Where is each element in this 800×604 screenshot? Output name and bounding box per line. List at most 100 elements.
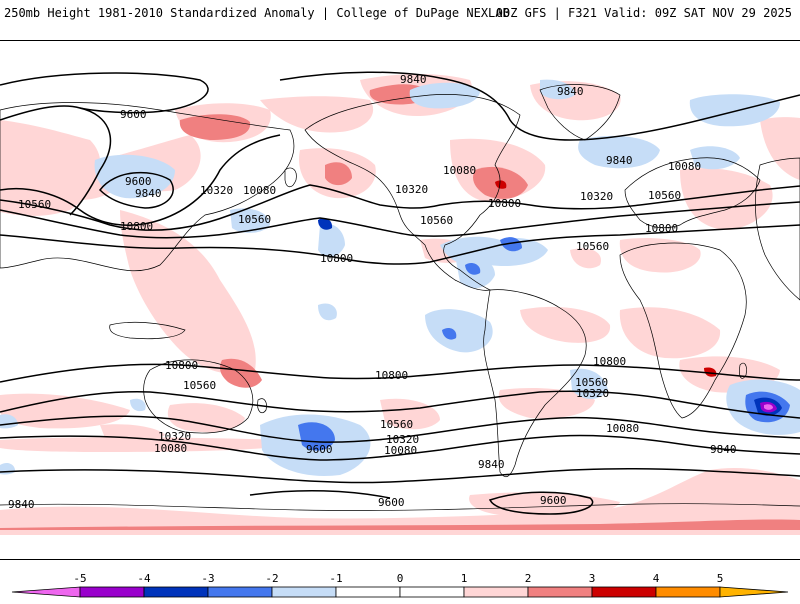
height-contours <box>0 71 800 515</box>
colorbar-tick-label: 1 <box>461 572 468 585</box>
contour-label: 10560 <box>575 376 608 389</box>
colorbar-min-arrow <box>11 586 81 598</box>
contour-label: 10800 <box>488 197 521 210</box>
model-run-info: 00Z GFS | F321 Valid: 09Z SAT NOV 29 202… <box>495 6 792 20</box>
contour-9600-south <box>488 491 594 515</box>
africa-outline <box>619 242 747 419</box>
contour-label: 10560 <box>18 198 51 211</box>
madagascar-outline <box>739 362 747 379</box>
contour-label: 10800 <box>375 369 408 382</box>
colorbar-segment-pos4 <box>655 586 721 598</box>
contour-label: 10320 <box>386 433 419 446</box>
contour-label: 9840 <box>710 443 737 456</box>
contour-9600-asia <box>0 72 209 114</box>
contour-label: 10560 <box>648 189 681 202</box>
colorbar-tick-label: 3 <box>589 572 596 585</box>
contour-label: 9600 <box>306 443 333 456</box>
colorbar-svg: -5 -4 -3 -2 -1 0 1 2 3 4 5 <box>11 572 789 598</box>
contour-label: 9600 <box>120 108 147 121</box>
indonesia-outline <box>109 321 186 340</box>
colorbar-tick-label: 5 <box>717 572 724 585</box>
colorbar-segment-neg3 <box>143 586 209 598</box>
contour-label: 10560 <box>576 240 609 253</box>
contour-9840-south <box>0 467 800 484</box>
contour-label: 10080 <box>154 442 187 455</box>
contour-10800-south <box>0 363 800 383</box>
contour-label: 10080 <box>606 422 639 435</box>
contour-label: 10320 <box>158 430 191 443</box>
contour-label: 10320 <box>395 183 428 196</box>
colorbar-tick-label: -1 <box>329 572 342 585</box>
contour-label: 10080 <box>243 184 276 197</box>
map-panel: 9840 9840 9600 9600 9840 10320 10080 105… <box>0 40 800 560</box>
contour-label: 10800 <box>593 355 626 368</box>
asia-east-outline <box>755 157 800 301</box>
contour-10560 <box>0 201 800 239</box>
new-zealand-outline <box>257 398 267 414</box>
contour-label: 10800 <box>645 222 678 235</box>
contour-10320-south <box>0 415 800 443</box>
map-canvas: 9840 9840 9600 9600 9840 10320 10080 105… <box>0 40 800 560</box>
colorbar-segment-zero-neg <box>335 586 401 598</box>
continent-outlines <box>0 84 800 511</box>
contour-label: 10320 <box>200 184 233 197</box>
contour-label: 10800 <box>320 252 353 265</box>
contour-label: 9840 <box>557 85 584 98</box>
contour-9840-northern <box>279 71 800 141</box>
contour-label: 10800 <box>165 359 198 372</box>
contour-label: 9600 <box>125 175 152 188</box>
contour-9600-southern-west <box>249 489 391 499</box>
south-america-outline <box>483 289 587 478</box>
contour-label: 9840 <box>606 154 633 167</box>
contour-label: 9840 <box>135 187 162 200</box>
contour-label: 9600 <box>540 494 567 507</box>
contour-9840-north <box>0 105 111 216</box>
japan-outline <box>284 167 297 188</box>
colorbar-segment-pos3 <box>591 586 657 598</box>
contour-10320 <box>0 184 800 231</box>
colorbar-tick-label: -5 <box>73 572 86 585</box>
asia-outline <box>0 102 295 272</box>
contour-label: 10560 <box>420 214 453 227</box>
colorbar-tick-label: 4 <box>653 572 660 585</box>
contour-label: 10800 <box>120 220 153 233</box>
contour-10560-south <box>0 390 800 419</box>
colorbar-segment-neg1 <box>271 586 337 598</box>
colorbar-segment-pos1 <box>463 586 529 598</box>
color-scale-legend: -5 -4 -3 -2 -1 0 1 2 3 4 5 <box>0 570 800 600</box>
antarctica-outline <box>0 503 800 511</box>
greenland-outline <box>539 84 621 141</box>
colorbar-tick-label: 0 <box>397 572 404 585</box>
contour-10080-asia <box>0 134 281 226</box>
contour-label: 10560 <box>380 418 413 431</box>
contour-label: 10560 <box>183 379 216 392</box>
colorbar-tick-label: -4 <box>137 572 151 585</box>
europe-outline <box>624 157 761 229</box>
contour-label: 10080 <box>384 444 417 457</box>
contour-labels: 9840 9840 9600 9600 9840 10320 10080 105… <box>8 73 737 511</box>
contour-label: 9840 <box>8 498 35 511</box>
contour-label: 10320 <box>580 190 613 203</box>
colorbar-segment-zero-pos <box>399 586 465 598</box>
colorbar-tick-label: -3 <box>201 572 214 585</box>
contour-label: 10080 <box>443 164 476 177</box>
strong-negative-anomaly-shading <box>298 217 790 451</box>
contour-label: 10320 <box>576 387 609 400</box>
colorbar-tick-label: 2 <box>525 572 532 585</box>
contour-10080-south <box>0 434 800 461</box>
contour-10800-north <box>0 224 800 265</box>
contour-label: 10560 <box>238 213 271 226</box>
colorbar-tick-label: -2 <box>265 572 278 585</box>
colorbar-segment-neg4 <box>79 586 145 598</box>
contour-label: 9600 <box>378 496 405 509</box>
colorbar-segment-neg2 <box>207 586 273 598</box>
contour-label: 9840 <box>400 73 427 86</box>
north-america-outline <box>304 94 521 291</box>
contour-label: 10080 <box>668 160 701 173</box>
contour-label: 9840 <box>478 458 505 471</box>
map-title: 250mb Height 1981-2010 Standardized Anom… <box>4 6 510 20</box>
negative-anomaly-shading <box>0 79 800 476</box>
colorbar-max-arrow <box>719 586 789 598</box>
colorbar-segment-pos2 <box>527 586 593 598</box>
contour-9600-east-asia <box>99 171 174 209</box>
